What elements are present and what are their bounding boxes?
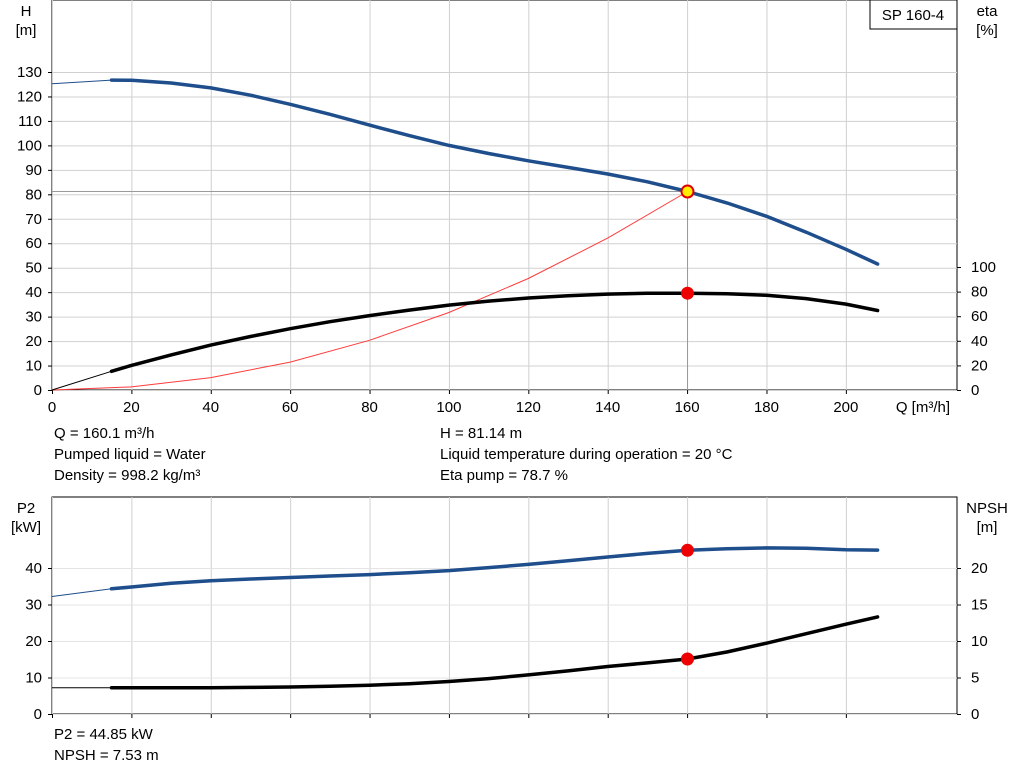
y-left-axis-unit: [kW] xyxy=(11,519,41,536)
y-left-tick-label: 100 xyxy=(17,137,42,154)
info-flow: Q = 160.1 m³/h xyxy=(54,425,155,442)
series-extension-2 xyxy=(51,370,112,391)
y-left-tick-label: 20 xyxy=(25,633,42,650)
y-right-tick-label: 10 xyxy=(971,633,988,650)
x-tick-label: 160 xyxy=(675,399,700,416)
y-left-tick-label: 10 xyxy=(25,670,42,687)
y-right-tick-label: 80 xyxy=(971,284,988,301)
y-right-tick-label: 0 xyxy=(971,706,979,723)
y-right-tick-label: 0 xyxy=(971,382,979,399)
series-line-2 xyxy=(109,615,880,690)
info-density: Density = 998.2 kg/m³ xyxy=(54,467,201,484)
info-temperature: Liquid temperature during operation = 20… xyxy=(440,446,733,463)
x-tick-label: 180 xyxy=(754,399,779,416)
x-tick-label: 80 xyxy=(361,399,378,416)
y-left-tick-label: 10 xyxy=(25,358,42,375)
operating-point-eta-marker xyxy=(680,286,694,300)
info-bottom: P2 = 44.85 kW NPSH = 7.53 m xyxy=(54,724,159,766)
y-left-tick-label: 60 xyxy=(25,235,42,252)
info-top-right: H = 81.14 m Liquid temperature during op… xyxy=(440,423,732,486)
y-right-tick-label: 5 xyxy=(971,670,979,687)
y-right-tick-label: 20 xyxy=(971,560,988,577)
info-eta: Eta pump = 78.7 % xyxy=(440,467,568,484)
y-left-tick-label: 50 xyxy=(25,260,42,277)
system-curve xyxy=(51,191,688,391)
y-right-axis-unit: [%] xyxy=(976,22,998,39)
y-left-tick-label: 80 xyxy=(25,186,42,203)
y-left-tick-label: 0 xyxy=(34,382,42,399)
x-tick-label: 20 xyxy=(123,399,140,416)
y-left-tick-label: 30 xyxy=(25,597,42,614)
y-left-tick-label: 40 xyxy=(25,284,42,301)
series-extension-1 xyxy=(51,588,112,597)
y-left-tick-label: 40 xyxy=(25,560,42,577)
y-left-axis-label: P2 xyxy=(17,500,35,517)
x-tick-label: 100 xyxy=(436,399,461,416)
y-right-axis-label: NPSH xyxy=(966,500,1008,517)
info-p2: P2 = 44.85 kW xyxy=(54,726,153,743)
series-line-1 xyxy=(109,78,880,266)
x-tick-label: 40 xyxy=(202,399,219,416)
y-left-tick-label: 110 xyxy=(18,113,42,130)
x-tick-label: 60 xyxy=(282,399,299,416)
y-left-tick-label: 20 xyxy=(25,333,42,350)
operating-point-p2-marker xyxy=(680,543,694,557)
y-left-tick-label: 0 xyxy=(34,706,42,723)
x-tick-label: 200 xyxy=(833,399,858,416)
y-right-tick-label: 15 xyxy=(971,597,988,614)
series-extension-1 xyxy=(51,79,112,85)
chart-title-box xyxy=(869,0,958,30)
y-left-axis-label: H xyxy=(21,3,32,20)
series-line-1 xyxy=(109,546,880,591)
y-left-axis-unit: [m] xyxy=(16,22,37,39)
y-left-tick-label: 70 xyxy=(25,211,42,228)
chart-title: SP 160-4 xyxy=(882,7,944,24)
y-right-tick-label: 20 xyxy=(971,357,988,374)
y-right-tick-label: 40 xyxy=(971,333,988,350)
x-tick-label: 120 xyxy=(516,399,541,416)
y-right-tick-label: 60 xyxy=(971,308,988,325)
y-left-tick-label: 90 xyxy=(25,162,42,179)
y-left-tick-label: 30 xyxy=(25,309,42,326)
y-left-tick-label: 130 xyxy=(17,64,42,81)
y-right-tick-label: 100 xyxy=(971,259,996,276)
x-tick-label: 0 xyxy=(48,399,56,416)
info-liquid: Pumped liquid = Water xyxy=(54,446,206,463)
y-right-axis-unit: [m] xyxy=(977,519,998,536)
operating-point-npsh-marker xyxy=(680,652,694,666)
operating-point-head-marker xyxy=(680,184,695,199)
y-right-axis-label: eta xyxy=(977,3,999,20)
info-npsh: NPSH = 7.53 m xyxy=(54,747,159,764)
y-left-tick-label: 120 xyxy=(17,88,42,105)
info-top-left: Q = 160.1 m³/h Pumped liquid = Water Den… xyxy=(54,423,206,486)
series-line-2 xyxy=(109,291,880,374)
x-axis-label: Q [m³/h] xyxy=(896,399,950,416)
x-tick-label: 140 xyxy=(595,399,620,416)
info-head: H = 81.14 m xyxy=(440,425,523,442)
